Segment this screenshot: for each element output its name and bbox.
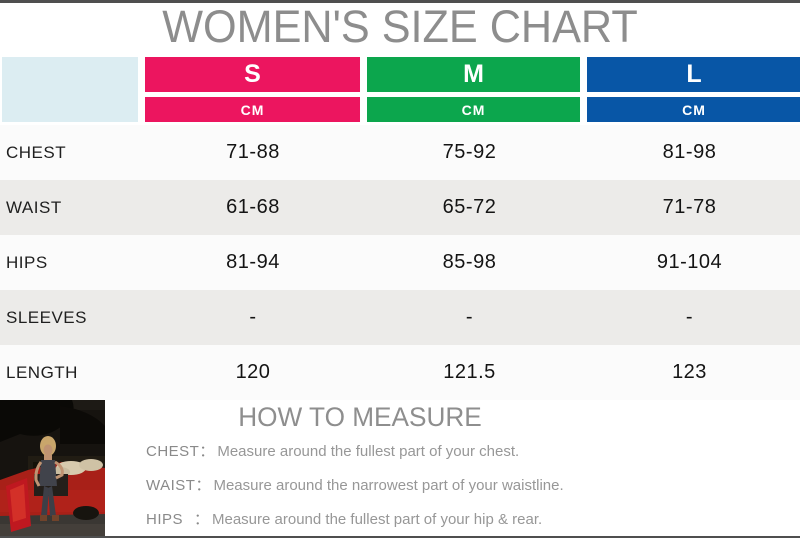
- table-row-sleeves: SLEEVES - - -: [0, 290, 800, 345]
- cell-hips-l: 91-104: [656, 251, 723, 273]
- measure-label: CHEST: [146, 443, 200, 460]
- top-divider: [0, 0, 800, 3]
- header-size-m: M: [367, 57, 580, 92]
- cell-hips-s: 81-94: [226, 251, 280, 273]
- row-label: HIPS: [6, 252, 48, 272]
- header-corner-cell: [2, 57, 138, 122]
- table-row-waist: WAIST 61-68 65-72 71-78: [0, 180, 800, 235]
- measure-colon: ：: [199, 443, 215, 460]
- measure-instructions: CHEST ： Measure around the fullest part …: [146, 440, 706, 542]
- cell-waist-s: 61-68: [226, 196, 280, 218]
- row-label: SLEEVES: [6, 307, 87, 327]
- measure-label: WAIST: [146, 477, 196, 494]
- measure-text: Measure around the fullest part of your …: [217, 443, 520, 460]
- header-unit-l: CM: [587, 97, 800, 122]
- model-photo: [0, 400, 105, 538]
- header-unit-s: CM: [145, 97, 360, 122]
- cell-length-l: 123: [672, 361, 707, 383]
- measure-label: HIPS: [146, 511, 184, 528]
- table-row-length: LENGTH 120 121.5 123: [0, 345, 800, 400]
- row-label: LENGTH: [6, 362, 78, 382]
- cell-chest-m: 75-92: [442, 141, 497, 163]
- cell-waist-l: 71-78: [662, 196, 717, 218]
- measure-text: Measure around the narrowest part of you…: [213, 477, 564, 494]
- cell-chest-s: 71-88: [226, 141, 280, 163]
- row-label: CHEST: [6, 142, 67, 162]
- cell-length-s: 120: [235, 361, 271, 383]
- cell-chest-l: 81-98: [662, 141, 717, 163]
- table-row-hips: HIPS 81-94 85-98 91-104: [0, 235, 800, 290]
- table-row-chest: CHEST 71-88 75-92 81-98: [0, 125, 800, 180]
- cell-sleeves-s: -: [249, 306, 257, 328]
- measure-colon: ：: [195, 477, 211, 494]
- page-title: WOMEN'S SIZE CHART: [162, 1, 638, 52]
- header-size-l: L: [587, 57, 800, 92]
- cell-waist-m: 65-72: [442, 196, 497, 218]
- measure-item-chest: CHEST ： Measure around the fullest part …: [146, 440, 706, 474]
- header-unit-m: CM: [367, 97, 580, 122]
- measure-item-hips: HIPS ： Measure around the fullest part o…: [146, 508, 706, 542]
- cell-sleeves-m: -: [465, 306, 474, 328]
- size-table-header: S M L CM CM CM: [2, 57, 800, 122]
- measure-colon: ：: [194, 511, 210, 528]
- how-to-measure-heading: HOW TO MEASURE: [238, 402, 482, 432]
- row-label: WAIST: [6, 197, 62, 217]
- measure-item-waist: WAIST ： Measure around the narrowest par…: [146, 474, 706, 508]
- cell-hips-m: 85-98: [442, 251, 497, 273]
- size-table-body: CHEST 71-88 75-92 81-98 WAIST 61-68 65-7…: [0, 125, 800, 400]
- header-size-s: S: [145, 57, 360, 92]
- bottom-divider: [0, 536, 800, 538]
- cell-sleeves-l: -: [685, 306, 694, 328]
- measure-text: Measure around the fullest part of your …: [212, 511, 543, 528]
- cell-length-m: 121.5: [443, 361, 496, 383]
